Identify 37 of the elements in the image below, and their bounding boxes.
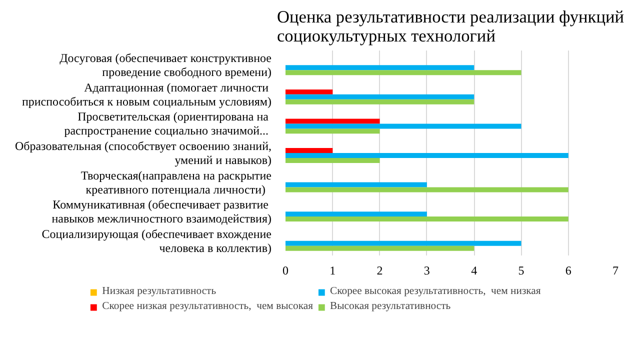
bar (286, 124, 522, 129)
chart-title: Оценка результативности реализации функций социокультурных технологий (276, 8, 624, 46)
y-tick-label: Досуговая (обеспечивает конструктивное проведение свободного времени) (60, 51, 272, 80)
bar (286, 65, 474, 70)
bar (286, 240, 522, 246)
x-tick-label: 6 (565, 264, 572, 278)
y-tick-label: Творческая(направлена на раскрытие креативного потенциала личности) (80, 168, 272, 196)
y-tick-label: Коммуникативная (обеспечивает развитие навыков межличностного взаимодействия) (52, 198, 272, 226)
legend-label: Скорее высокая результативность, чем низкая (330, 286, 541, 297)
bar (286, 148, 333, 153)
y-tick-label: Образовательная (способствует освоению знаний, умений и навыков) (14, 139, 272, 167)
bar (286, 182, 427, 188)
y-tick-label: Просветительская (ориентирована на распространение социально значимой... (64, 110, 270, 138)
x-tick-label: 4 (471, 264, 478, 278)
y-tick-label: Социализирующая (обеспечивает вхождение человека в коллектив) (42, 226, 272, 255)
bar (286, 70, 522, 76)
bar (286, 158, 380, 163)
x-tick-label: 2 (376, 264, 383, 278)
legend-label: Высокая результативность (330, 301, 451, 312)
bar (286, 212, 427, 217)
bar (286, 246, 474, 251)
x-tick-label: 7 (612, 264, 618, 278)
x-tick-label: 3 (424, 264, 430, 278)
legend-label: Низкая результативность (102, 286, 216, 297)
bar (286, 216, 568, 222)
bar (286, 89, 333, 94)
y-tick-label: Адаптационная (помогает личности приспособиться к новым социальным условиям) (22, 80, 272, 108)
x-tick-label: 1 (330, 264, 336, 278)
bar (286, 118, 380, 124)
bar (286, 128, 380, 134)
legend-label: Скорее низкая результативность, чем высокая (102, 301, 313, 312)
bar (286, 99, 474, 104)
bar (286, 153, 568, 158)
bar (286, 187, 568, 192)
x-tick-label: 5 (518, 264, 524, 278)
x-tick-label: 0 (282, 264, 288, 278)
bar (286, 94, 474, 100)
